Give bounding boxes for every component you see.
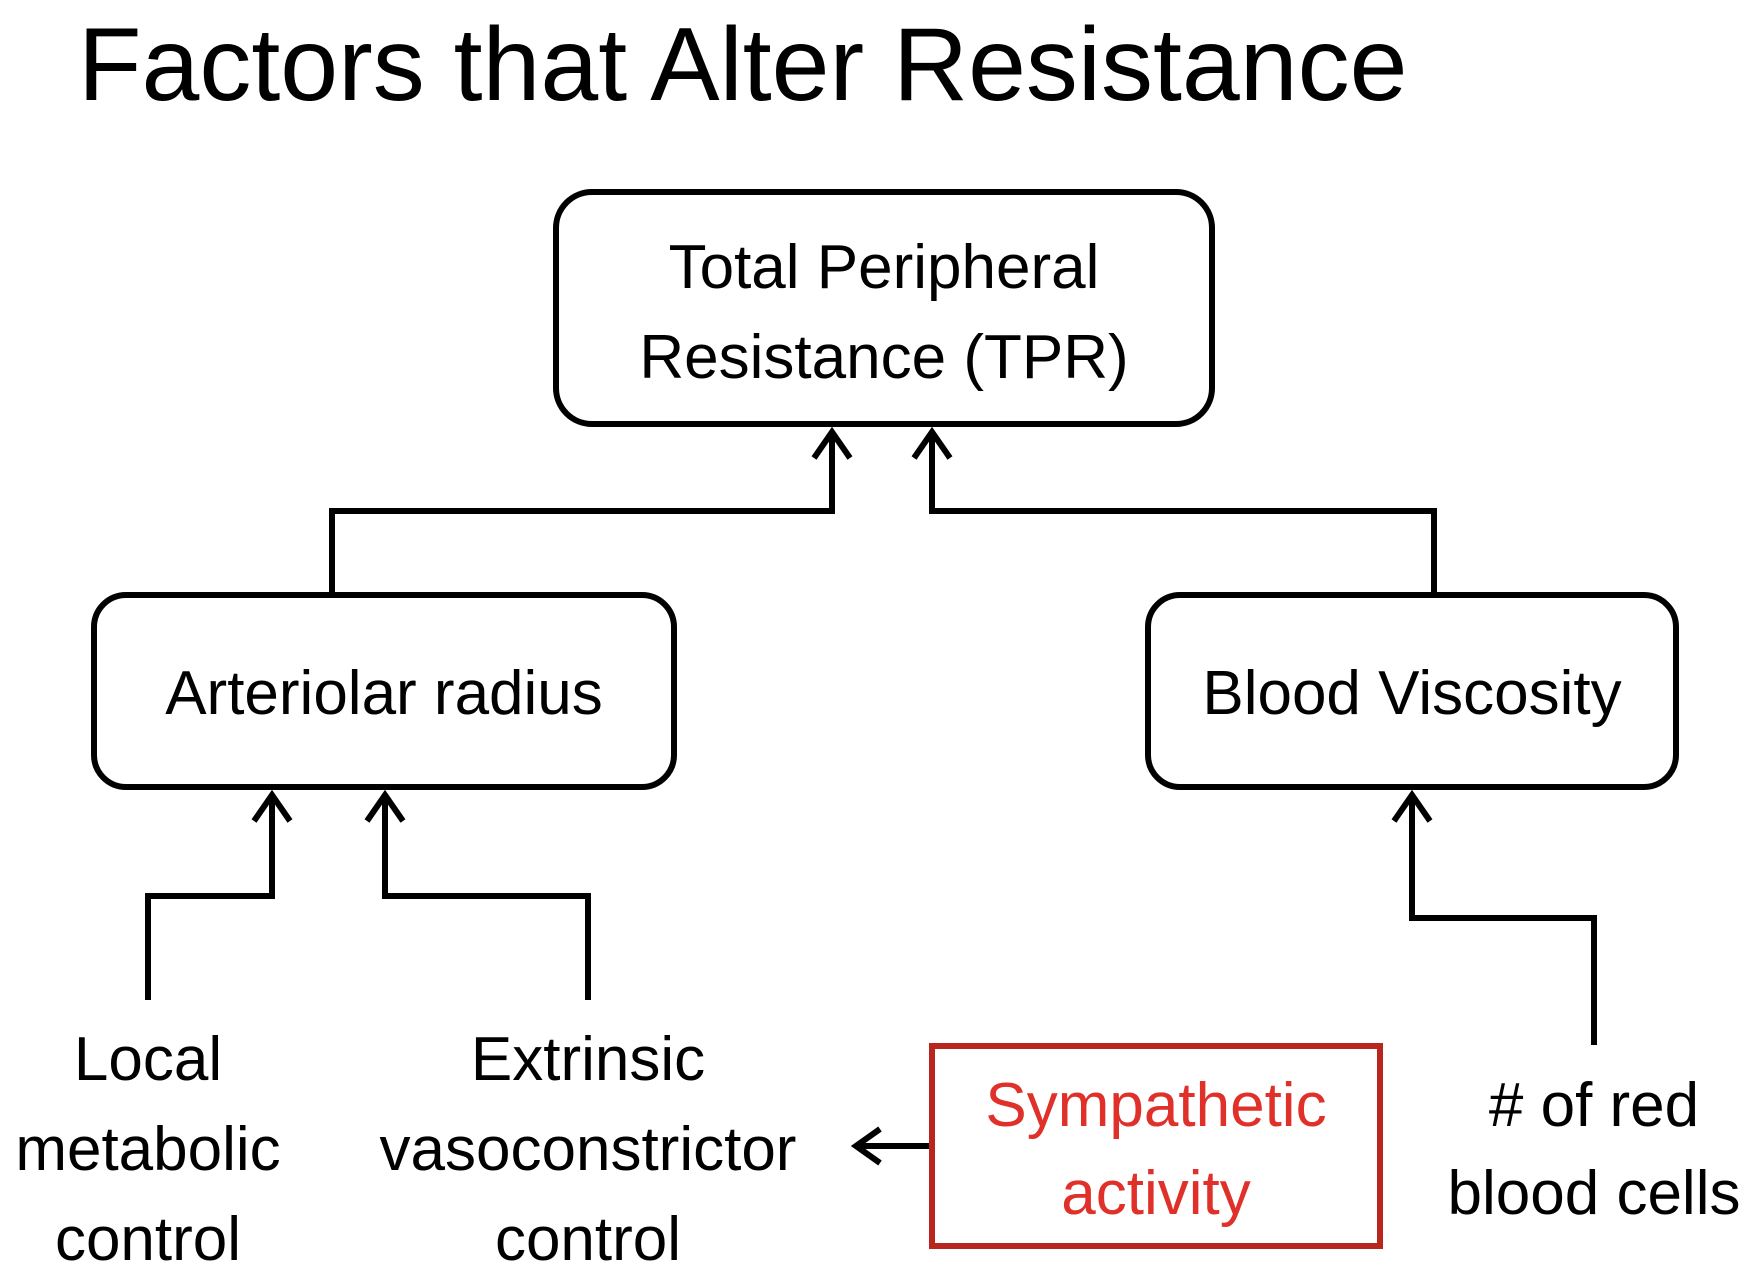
sympathetic-activity-box — [929, 1043, 1383, 1249]
arrowhead-extrinsic-to-arteriolar — [364, 789, 406, 823]
connector-rbc-to-viscosity — [1409, 795, 1597, 1045]
arrowhead-local-to-arteriolar — [251, 789, 293, 823]
local-line-3: control — [55, 1205, 241, 1262]
extrinsic-line-3: control — [495, 1205, 681, 1262]
tpr-box — [553, 189, 1215, 427]
arteriolar-radius-box — [91, 592, 677, 790]
leaf-red-blood-cells: # of red blood cells — [1448, 1071, 1741, 1228]
extrinsic-line-2: vasoconstrictor — [380, 1115, 797, 1184]
node-sympathetic-activity: Sympathetic activity — [929, 1043, 1383, 1249]
arrowhead-arteriolar-to-tpr — [811, 426, 853, 460]
sympathetic-line-1: Sympathetic — [985, 1071, 1326, 1140]
node-total-peripheral-resistance: Total Peripheral Resistance (TPR) — [553, 189, 1215, 427]
sympathetic-line-2: activity — [1061, 1159, 1250, 1228]
rbc-line-2: blood cells — [1448, 1159, 1741, 1228]
tpr-label-line-2: Resistance (TPR) — [639, 323, 1128, 392]
slide-title: Factors that Alter Resistance — [78, 7, 1407, 123]
node-blood-viscosity: Blood Viscosity — [1145, 592, 1679, 790]
arrowhead-rbc-to-viscosity — [1391, 789, 1433, 823]
tpr-label-line-1: Total Peripheral — [669, 233, 1100, 302]
local-line-2: metabolic — [15, 1115, 280, 1184]
leaf-local-metabolic-control: Local metabolic control — [15, 1025, 280, 1267]
arteriolar-radius-label: Arteriolar radius — [165, 659, 603, 728]
local-line-1: Local — [74, 1025, 222, 1094]
blood-viscosity-box — [1145, 592, 1679, 790]
connector-arteriolar-to-tpr — [329, 432, 835, 595]
arrowhead-viscosity-to-tpr — [911, 426, 953, 460]
connector-local-to-arteriolar — [145, 795, 275, 1000]
connector-extrinsic-to-arteriolar — [382, 795, 591, 1000]
rbc-line-1: # of red — [1489, 1071, 1699, 1140]
blood-viscosity-label: Blood Viscosity — [1202, 659, 1621, 728]
leaf-extrinsic-vasoconstrictor-control: Extrinsic vasoconstrictor control — [380, 1025, 797, 1267]
connector-viscosity-to-tpr — [929, 432, 1437, 595]
node-arteriolar-radius: Arteriolar radius — [91, 592, 677, 790]
arrowhead-sympathetic-to-extrinsic — [850, 1126, 882, 1166]
extrinsic-line-1: Extrinsic — [471, 1025, 705, 1094]
